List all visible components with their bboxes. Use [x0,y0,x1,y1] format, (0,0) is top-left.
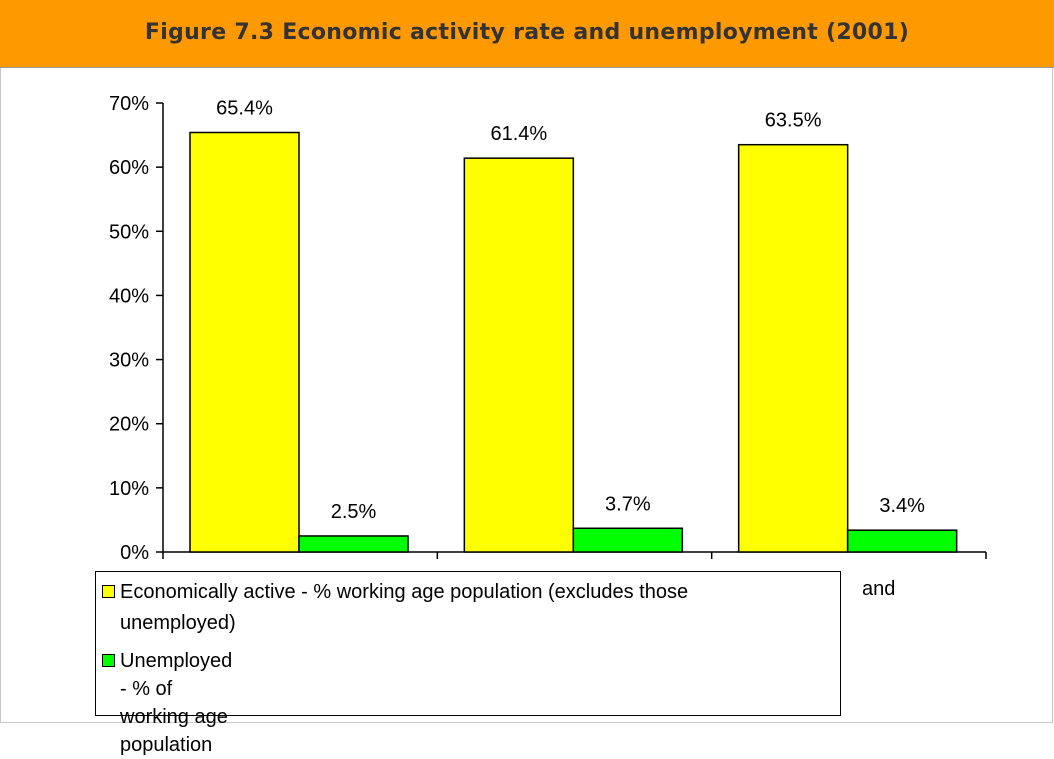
y-tick-label: 40% [109,285,149,307]
bar-economically-active [189,131,300,553]
legend-overflow-text: and [862,578,896,600]
data-label: 3.4% [879,495,925,517]
figure-title: Figure 7.3 Economic activity rate and un… [144,20,910,45]
legend-swatch-active [102,585,115,598]
bar-unemployed [846,529,958,553]
data-label: 61.4% [490,123,547,145]
title-bar: Figure 7.3 Economic activity rate and un… [0,0,1054,68]
y-tick-label: 70% [109,93,149,115]
bar-unemployed [298,535,409,553]
data-label: 63.5% [765,110,822,132]
data-label: 65.4% [216,98,273,120]
bar-economically-active [463,157,575,553]
y-tick-label: 10% [109,478,149,500]
y-tick-label: 50% [109,221,149,243]
legend: Economically active - % working age popu… [95,571,841,756]
y-tick-label: 60% [109,157,149,179]
y-tick-label: 30% [109,350,149,372]
y-tick-label: 20% [109,414,149,436]
bar-chart: 0% 10% 20% 30% 40% 50% 60% 70% 65.4% 61.4% 63.5% 2.… [109,93,987,564]
legend-label-active-line2: unemployed) [120,612,236,634]
y-tick-label: 0% [120,542,149,564]
legend-label-unemployed: Unemployed - % of working age population [120,650,233,756]
legend-swatch-unemployed [102,654,115,667]
bar-unemployed [572,527,684,553]
bar-economically-active [737,143,849,553]
legend-label-active-line1: Economically active - % working age popu… [120,581,689,603]
data-label: 3.7% [605,493,651,515]
data-label: 2.5% [331,501,377,523]
